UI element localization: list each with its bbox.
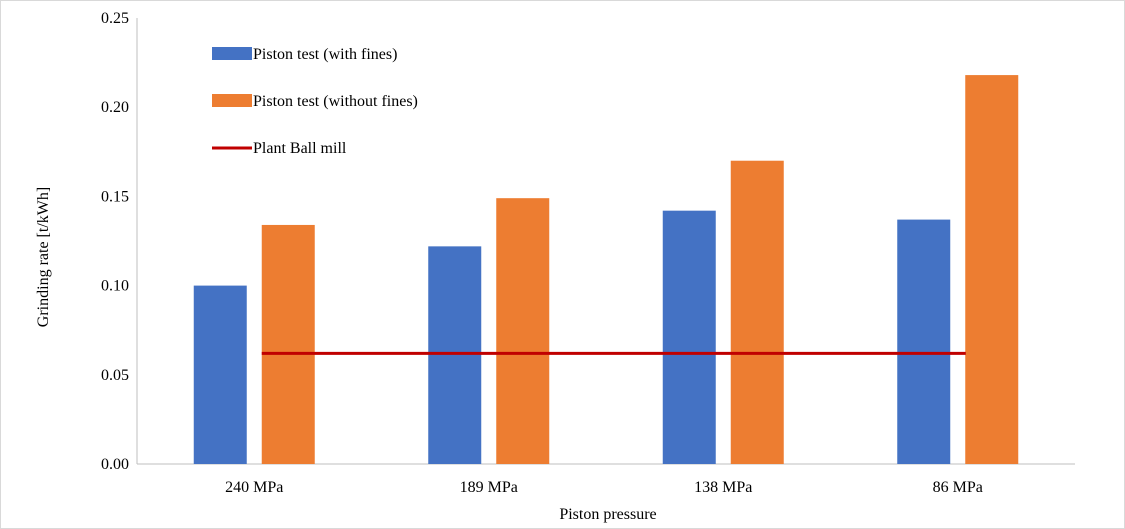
bar-with-fines (897, 219, 951, 464)
bar-without-fines (965, 75, 1019, 464)
y-tick-label: 0.10 (101, 278, 129, 295)
legend: Piston test (with fines) Piston test (wit… (212, 46, 418, 157)
y-tick-label: 0.15 (101, 188, 129, 205)
bar-with-fines (193, 285, 247, 464)
x-axis-title: Piston pressure (559, 506, 656, 523)
legend-swatch (212, 47, 252, 60)
x-tick-labels: 240 MPa 189 MPa 138 MPa 86 MPa (225, 479, 983, 496)
x-tick-label: 138 MPa (694, 479, 752, 496)
bars (193, 75, 1019, 464)
legend-swatch (212, 94, 252, 107)
y-tick-label: 0.20 (101, 99, 129, 116)
bar-with-fines (662, 210, 716, 464)
bar-without-fines (730, 160, 784, 464)
y-tick-label: 0.05 (101, 367, 129, 384)
bar-without-fines (496, 198, 550, 464)
y-tick-label: 0.00 (101, 456, 129, 473)
x-tick-label: 240 MPa (225, 479, 283, 496)
y-axis-title: Grinding rate [t/kWh] (35, 187, 52, 327)
legend-label: Piston test (with fines) (253, 46, 397, 63)
y-tick-labels: 0.00 0.05 0.10 0.15 0.20 0.25 (101, 10, 129, 473)
x-tick-label: 189 MPa (460, 479, 518, 496)
y-tick-label: 0.25 (101, 10, 129, 27)
legend-label: Plant Ball mill (253, 140, 347, 157)
legend-label: Piston test (without fines) (253, 93, 418, 110)
bar-with-fines (428, 246, 482, 464)
x-tick-label: 86 MPa (933, 479, 983, 496)
bar-without-fines (261, 224, 315, 464)
